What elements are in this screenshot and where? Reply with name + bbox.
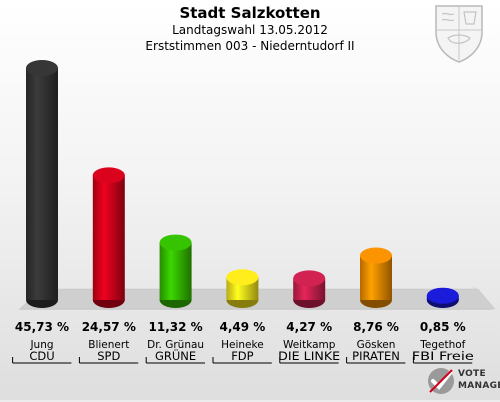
party-label: GRÜNE (155, 347, 196, 363)
party-label: CDU (29, 349, 54, 363)
bar-cap (26, 60, 58, 76)
bar-1 (26, 60, 58, 308)
bar-7 (426, 287, 459, 308)
bar-cap (426, 287, 459, 304)
bar-body (159, 242, 192, 300)
candidate-label: Jung (29, 339, 53, 351)
candidate-label: Dr. Grünau (147, 339, 204, 351)
value-label: 4,27 % (286, 320, 332, 334)
candidate-label: Blienert (88, 339, 129, 351)
value-label: 0,85 % (420, 320, 466, 334)
bar-cap (360, 247, 392, 264)
bar-3 (159, 234, 192, 308)
checkmark-icon (428, 368, 454, 394)
brand-line-2: MANAGER (458, 381, 500, 391)
chart-title: Stadt Salzkotten (179, 4, 321, 22)
party-label: DIE LINKE (278, 349, 340, 363)
bar-body (26, 68, 58, 300)
candidate-label: Weitkamp (283, 339, 336, 351)
bar-cap (159, 234, 192, 251)
bar-4 (226, 269, 259, 308)
value-label: 8,76 % (353, 320, 399, 334)
brand-line-1: VOTE (458, 369, 486, 379)
election-subtitle: Landtagswahl 13.05.2012 (172, 23, 328, 37)
vote-manager-logo (424, 364, 498, 398)
bar-body (92, 175, 125, 300)
bar-cap (92, 167, 125, 184)
value-label: 11,32 % (149, 320, 203, 334)
party-label: PIRATEN (352, 349, 400, 363)
coat-of-arms-icon (435, 5, 483, 63)
party-label: SPD (97, 349, 120, 363)
party-label: FDP (231, 349, 253, 363)
district-subtitle: Erststimmen 003 - Niederntudorf II (145, 39, 355, 53)
candidate-label: Heineke (221, 339, 264, 351)
value-label: 4,49 % (219, 320, 265, 334)
bar-2 (92, 167, 125, 308)
value-label: 45,73 % (15, 320, 69, 334)
party-label: FBI Freie (412, 349, 474, 363)
value-label: 24,57 % (82, 320, 136, 334)
bar-5 (293, 270, 326, 308)
bar-cap (226, 269, 259, 286)
candidate-label: Gösken (357, 339, 396, 351)
bar-6 (360, 247, 392, 308)
candidate-label: Tegethof (419, 339, 465, 351)
bar-cap (293, 270, 326, 287)
